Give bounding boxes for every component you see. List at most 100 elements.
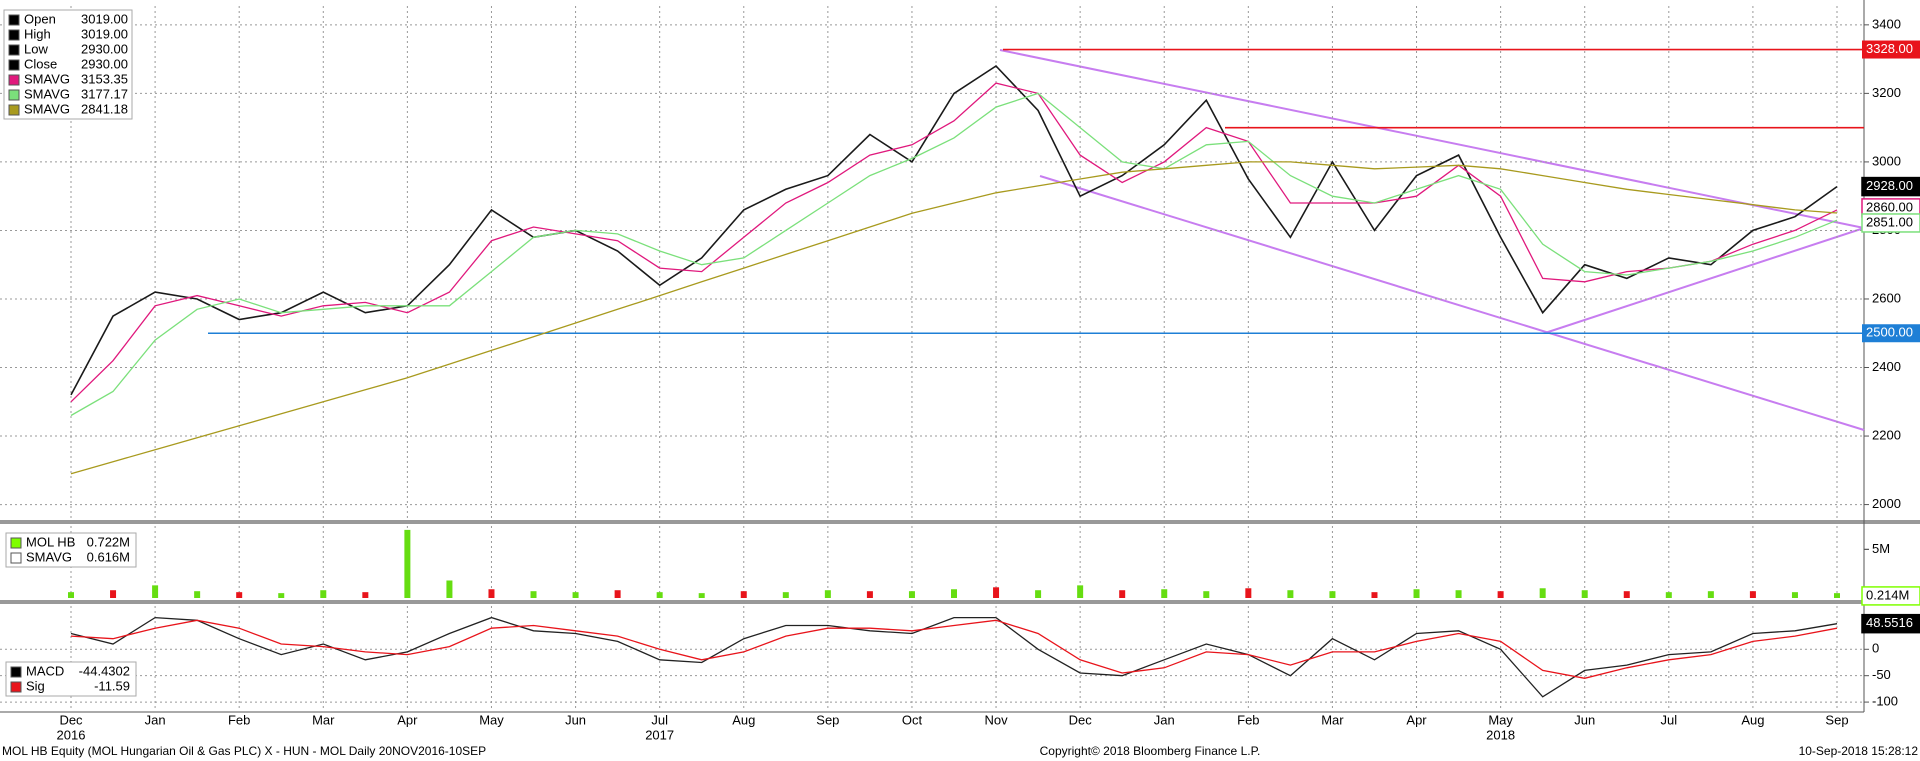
volume-bar — [236, 592, 243, 598]
legend-value: -44.4302 — [79, 663, 130, 678]
legend-swatch — [10, 681, 22, 693]
volume-bar — [404, 529, 411, 598]
legend: MOL HB 0.722M SMAVG 0.616M — [5, 532, 137, 568]
legend-swatch — [8, 104, 20, 116]
x-tick-label: May — [479, 712, 504, 727]
legend-name: Open — [24, 11, 56, 26]
volume-bar — [446, 580, 453, 598]
x-tick-label: Jan — [1154, 712, 1175, 727]
legend-value: 0.722M — [87, 534, 130, 549]
legend-swatch — [8, 29, 20, 41]
volume-bar — [951, 589, 957, 598]
volume-bar — [530, 591, 537, 598]
trendlines — [999, 49, 1865, 431]
volume-bar — [1791, 592, 1798, 598]
legend-swatch — [10, 666, 22, 678]
level-label-box — [1862, 324, 1920, 343]
volume-bar — [1077, 585, 1084, 598]
volume-bar — [656, 592, 663, 598]
legend-value: 3153.35 — [81, 71, 128, 86]
volume-bar — [1119, 590, 1126, 598]
trendline — [1544, 227, 1865, 334]
volume-bar — [1665, 592, 1672, 598]
x-tick-label: Nov — [984, 712, 1008, 727]
volume-bar — [1623, 591, 1630, 598]
volume-bar — [320, 590, 327, 598]
volume-bar — [1371, 592, 1378, 598]
footer-center: Copyright© 2018 Bloomberg Finance L.P. — [1040, 744, 1261, 758]
volume-bar — [782, 592, 789, 598]
volume-bar — [908, 591, 915, 598]
year-label: 2017 — [645, 727, 674, 742]
x-tick-label: Jun — [565, 712, 586, 727]
legend-value: 3019.00 — [81, 11, 128, 26]
footer-right: 10-Sep-2018 15:28:12 — [1799, 744, 1919, 758]
legend-name: High — [24, 26, 51, 41]
volume-bar — [1707, 591, 1714, 598]
x-tick-label: Dec — [59, 712, 83, 727]
series-line — [70, 82, 1838, 403]
legend-name: SMAVG — [24, 71, 70, 86]
footer-left: MOL HB Equity (MOL Hungarian Oil & Gas P… — [2, 744, 486, 758]
level-label: 2500.00 — [1866, 325, 1913, 340]
legend: MACD -44.4302 Sig -11.59 — [5, 661, 137, 697]
x-tick-label: Mar — [1321, 712, 1344, 727]
legend-name: MOL HB — [26, 534, 75, 549]
legend-box — [3, 9, 133, 120]
trendline — [1039, 175, 1865, 431]
legend-swatch — [8, 89, 20, 101]
last-label: 0.214M — [1866, 587, 1909, 602]
y-tick-label: 2600 — [1872, 290, 1901, 305]
legend-swatch — [10, 537, 22, 549]
x-tick-label: Feb — [228, 712, 250, 727]
volume-bar — [488, 589, 495, 598]
legend-value: 0.616M — [87, 549, 130, 564]
x-tick-label: Apr — [1406, 712, 1427, 727]
y-tick-label: -100 — [1872, 694, 1898, 709]
volume-bar — [1455, 590, 1462, 598]
last-label: 2851.00 — [1866, 214, 1913, 229]
volume-bar — [1203, 591, 1210, 598]
y-tick-label: 5M — [1872, 541, 1890, 556]
year-label: 2018 — [1486, 727, 1515, 742]
x-tick-label: Sep — [1825, 712, 1848, 727]
trendline — [999, 49, 1865, 229]
x-tick-label: Jul — [651, 712, 668, 727]
last-label-box — [1861, 213, 1920, 233]
legend: Open 3019.00 High 3019.00 Low 2930.00 Close 293… — [3, 9, 133, 120]
last-label: 2860.00 — [1866, 199, 1913, 214]
legend-value: 2930.00 — [81, 41, 128, 56]
level-label: 3328.00 — [1866, 41, 1913, 56]
volume-bar — [572, 592, 579, 598]
volume-bar — [740, 591, 747, 598]
volume-bar — [194, 591, 201, 598]
series-line — [70, 92, 1838, 417]
year-label: 2016 — [57, 727, 86, 742]
series-line — [70, 64, 1838, 396]
legend-name: Low — [24, 41, 48, 56]
series-line — [70, 619, 1838, 679]
x-tick-label: Apr — [397, 712, 418, 727]
y-tick-label: 3000 — [1872, 153, 1901, 168]
x-tick-label: Jan — [145, 712, 166, 727]
x-tick-label: Dec — [1069, 712, 1093, 727]
volume-bar — [278, 593, 285, 598]
series-line — [70, 616, 1838, 698]
legend-value: 3019.00 — [81, 26, 128, 41]
legend-box — [5, 661, 137, 697]
y-tick-label: 0 — [1872, 641, 1879, 656]
volume-bar — [1834, 593, 1840, 598]
volume-bar — [698, 593, 705, 598]
legend-value: -11.59 — [94, 678, 130, 693]
volume-bar — [1161, 589, 1168, 598]
x-tick-label: Sep — [816, 712, 839, 727]
x-tick-label: Aug — [1741, 712, 1764, 727]
y-tick-label: 2200 — [1872, 427, 1901, 442]
volume-bar — [614, 590, 621, 598]
last-label: 48.5516 — [1866, 615, 1913, 630]
legend-name: Sig — [26, 678, 45, 693]
volume-bar — [866, 591, 873, 598]
volume-bar — [1413, 589, 1420, 598]
legend-value: 3177.17 — [81, 86, 128, 101]
